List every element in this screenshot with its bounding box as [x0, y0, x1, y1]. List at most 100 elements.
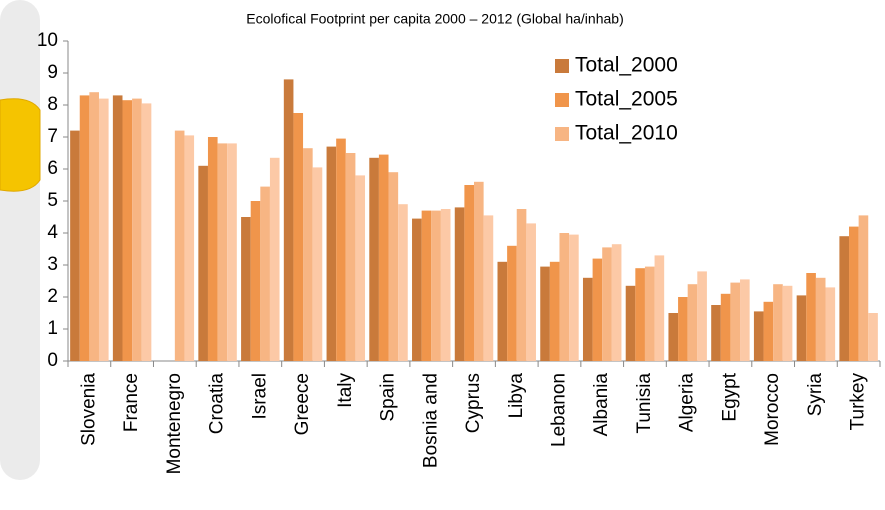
legend-label: Total_2010 — [575, 122, 678, 145]
bar — [720, 293, 731, 361]
x-tick-label: Croatia — [207, 373, 228, 435]
legend-swatch — [555, 93, 569, 107]
y-tick-label: 0 — [47, 350, 58, 371]
bar — [388, 172, 399, 361]
bar — [825, 287, 836, 361]
y-tick-label: 4 — [47, 222, 58, 243]
legend-label: Total_2005 — [575, 88, 678, 111]
bar — [773, 284, 783, 361]
bar — [421, 210, 432, 361]
y-tick-label: 8 — [47, 94, 58, 115]
bar — [355, 175, 366, 361]
x-tick-label: Albania — [591, 373, 612, 437]
x-tick-label: Tunisia — [634, 373, 655, 434]
bar — [207, 137, 218, 361]
bar — [241, 217, 251, 361]
bar — [678, 297, 688, 361]
bar — [70, 130, 80, 361]
y-tick-label: 7 — [47, 126, 58, 147]
background-panel — [0, 0, 40, 480]
y-tick-label: 10 — [37, 30, 58, 51]
bar — [312, 167, 323, 361]
bar — [184, 135, 195, 361]
bar — [654, 255, 665, 361]
bar — [345, 153, 356, 361]
bar — [440, 209, 451, 361]
bar — [303, 148, 313, 361]
bar — [283, 79, 294, 362]
x-tick-label: Cyprus — [463, 373, 484, 433]
bar — [141, 103, 152, 362]
x-tick-label: Morocco — [762, 373, 783, 446]
bar — [198, 165, 208, 361]
bar — [112, 95, 123, 362]
y-tick-label: 1 — [47, 318, 58, 339]
bar — [806, 273, 816, 361]
bar — [507, 245, 517, 361]
bar — [217, 143, 228, 361]
bar — [293, 113, 304, 361]
chart-title: Ecolofical Footprint per capita 2000 – 2… — [246, 11, 623, 27]
bar — [474, 181, 484, 361]
x-tick-label: Syria — [805, 373, 826, 417]
bar — [644, 266, 655, 361]
bar — [782, 285, 793, 361]
bar — [483, 215, 494, 361]
x-tick-label: France — [121, 373, 142, 432]
x-tick-label: Italy — [335, 373, 356, 408]
bar — [464, 185, 474, 361]
bar — [122, 100, 133, 361]
bar — [635, 268, 645, 361]
bar — [79, 95, 90, 362]
bar — [526, 223, 536, 361]
x-tick-label: Bosnia and — [420, 373, 441, 468]
x-tick-label: Spain — [378, 373, 399, 422]
x-tick-label: Lebanon — [548, 373, 569, 447]
bar — [668, 313, 679, 361]
bar — [269, 157, 280, 361]
x-tick-label: Greece — [292, 373, 313, 435]
bar — [398, 204, 408, 361]
bar — [250, 201, 261, 361]
bar — [497, 261, 508, 361]
legend-label: Total_2000 — [575, 54, 678, 77]
bar — [697, 271, 707, 361]
bar — [89, 92, 99, 361]
bar — [849, 226, 859, 361]
legend-swatch — [555, 59, 569, 73]
bar — [260, 186, 270, 361]
bar — [796, 295, 807, 361]
bar — [369, 157, 379, 361]
bar — [592, 258, 603, 361]
bar — [431, 210, 441, 361]
bar — [516, 209, 527, 361]
bar — [582, 277, 593, 361]
legend-swatch — [555, 127, 569, 141]
bar — [412, 218, 422, 361]
bar — [839, 236, 850, 361]
x-tick-label: Israel — [249, 373, 270, 419]
bar — [868, 313, 878, 361]
bar — [454, 207, 465, 361]
x-tick-label: Slovenia — [78, 373, 99, 446]
x-tick-label: Egypt — [719, 372, 740, 421]
x-tick-label: Algeria — [677, 373, 698, 433]
x-tick-label: Montenegro — [164, 373, 185, 474]
bar — [227, 143, 237, 361]
bar — [602, 247, 612, 361]
y-tick-label: 6 — [47, 158, 58, 179]
x-tick-label: Libya — [506, 373, 527, 419]
bar — [132, 98, 142, 361]
y-tick-label: 3 — [47, 254, 58, 275]
bar — [763, 301, 774, 361]
y-tick-label: 5 — [47, 190, 58, 211]
bar — [336, 138, 346, 361]
bar — [625, 285, 636, 361]
bar — [611, 244, 622, 361]
bar — [98, 98, 109, 361]
bar — [711, 305, 721, 361]
x-tick-label: Turkey — [848, 373, 869, 431]
bar — [740, 279, 750, 361]
bar — [753, 311, 764, 361]
